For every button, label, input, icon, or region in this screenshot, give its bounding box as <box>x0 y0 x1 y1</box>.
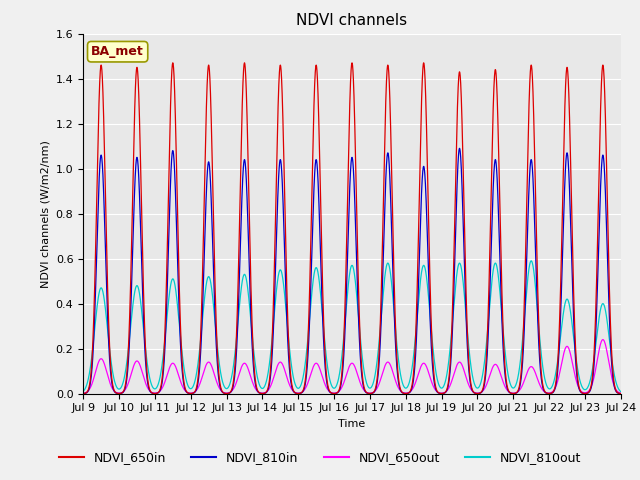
NDVI_650in <box>143 374 151 380</box>
Line: NDVI_650in: NDVI_650in <box>83 63 621 394</box>
NDVI_810in <box>617 391 625 396</box>
NDVI_650out <box>79 390 87 396</box>
NDVI_810out <box>565 300 573 305</box>
Y-axis label: NDVI channels (W/m2/nm): NDVI channels (W/m2/nm) <box>40 140 50 288</box>
NDVI_810out <box>568 314 575 320</box>
NDVI_650in <box>285 352 293 358</box>
Line: NDVI_810in: NDVI_810in <box>83 148 621 394</box>
NDVI_650out <box>599 337 607 343</box>
NDVI_650in <box>589 374 596 380</box>
Text: BA_met: BA_met <box>92 45 144 58</box>
Legend: NDVI_650in, NDVI_810in, NDVI_650out, NDVI_810out: NDVI_650in, NDVI_810in, NDVI_650out, NDV… <box>54 446 586 469</box>
Title: NDVI channels: NDVI channels <box>296 13 408 28</box>
NDVI_650in <box>565 88 573 94</box>
NDVI_810out <box>79 388 87 394</box>
Line: NDVI_650out: NDVI_650out <box>83 340 621 393</box>
NDVI_810in <box>568 240 575 246</box>
NDVI_650in <box>416 176 424 181</box>
NDVI_810in <box>456 145 463 151</box>
NDVI_810in <box>285 361 293 367</box>
NDVI_810in <box>589 379 596 384</box>
NDVI_810in <box>416 247 424 252</box>
X-axis label: Time: Time <box>339 419 365 429</box>
NDVI_810out <box>589 367 596 372</box>
NDVI_810in <box>79 391 87 396</box>
NDVI_650out <box>143 384 151 390</box>
NDVI_810out <box>285 342 293 348</box>
NDVI_650out <box>567 354 575 360</box>
NDVI_650out <box>617 390 625 396</box>
NDVI_650out <box>416 367 424 373</box>
NDVI_650out <box>285 381 293 387</box>
NDVI_810out <box>527 258 535 264</box>
NDVI_810in <box>143 379 151 384</box>
NDVI_650in <box>79 391 87 396</box>
NDVI_650in <box>568 187 575 192</box>
NDVI_810in <box>565 167 573 173</box>
NDVI_650out <box>564 345 572 351</box>
Line: NDVI_810out: NDVI_810out <box>83 261 621 392</box>
NDVI_650out <box>588 381 596 387</box>
NDVI_810out <box>416 286 424 292</box>
NDVI_650in <box>617 391 625 396</box>
NDVI_810out <box>617 389 625 395</box>
NDVI_810out <box>143 362 151 368</box>
NDVI_650in <box>169 60 177 66</box>
